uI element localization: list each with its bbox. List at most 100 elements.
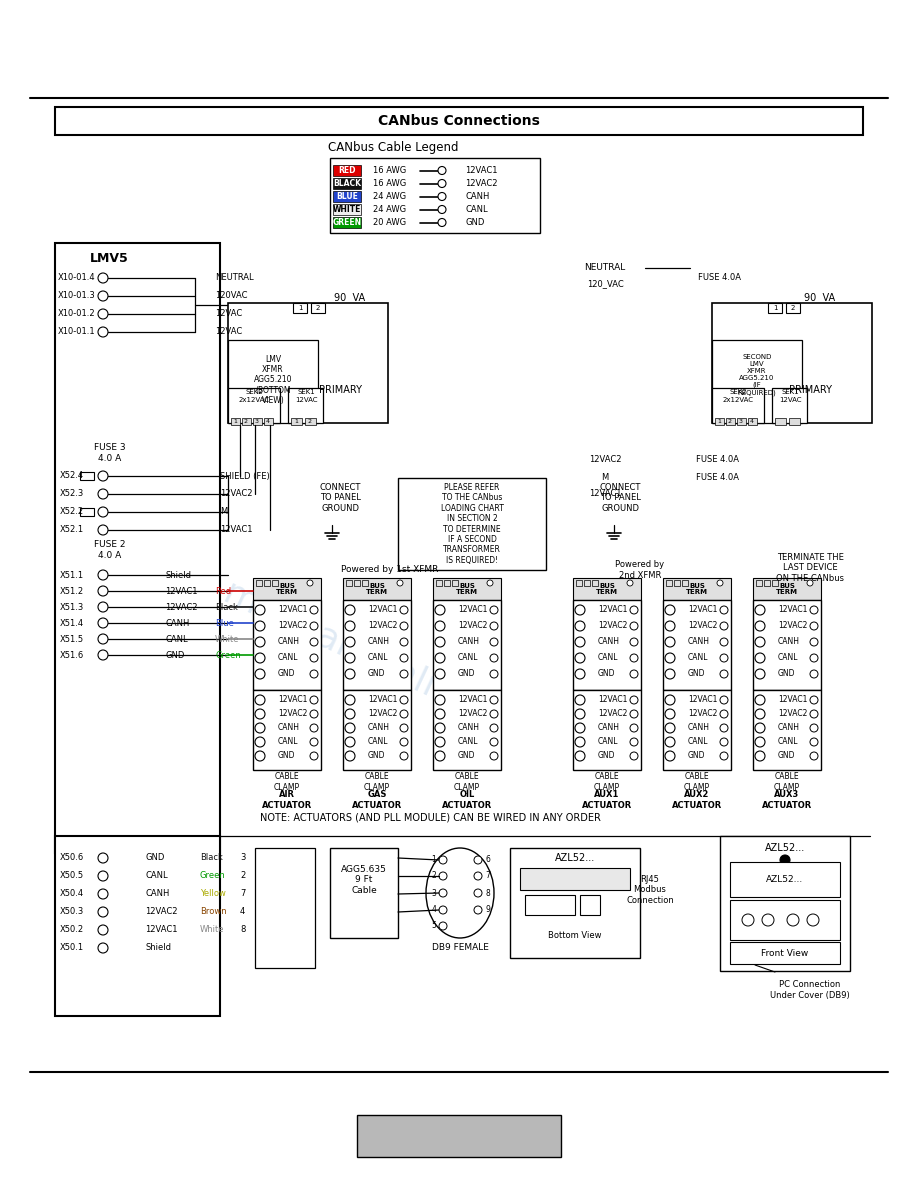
- Text: SEK2
2x12VAC: SEK2 2x12VAC: [239, 390, 270, 403]
- Text: 12VAC1: 12VAC1: [458, 606, 487, 614]
- Circle shape: [630, 738, 638, 746]
- Bar: [346, 580, 352, 586]
- Text: 2: 2: [240, 872, 245, 880]
- Bar: [362, 580, 368, 586]
- Bar: [333, 178, 361, 189]
- Bar: [293, 303, 307, 312]
- Text: CANH: CANH: [778, 723, 800, 733]
- Text: BUS
TERM: BUS TERM: [276, 582, 298, 595]
- Circle shape: [435, 709, 445, 719]
- Text: FUSE 4.0A: FUSE 4.0A: [697, 455, 740, 465]
- Circle shape: [490, 655, 498, 662]
- Text: 12VAC1: 12VAC1: [778, 695, 807, 704]
- Bar: [436, 580, 442, 586]
- Text: 12VAC1: 12VAC1: [598, 695, 627, 704]
- Circle shape: [438, 206, 446, 214]
- Text: 4: 4: [266, 419, 270, 424]
- Text: 12VAC1: 12VAC1: [368, 606, 397, 614]
- Text: X51.6: X51.6: [60, 651, 84, 659]
- Text: Yellow: Yellow: [200, 890, 226, 898]
- Text: CANH: CANH: [688, 638, 710, 646]
- Text: 12VAC: 12VAC: [215, 310, 242, 318]
- Circle shape: [345, 653, 355, 663]
- Circle shape: [810, 710, 818, 718]
- Bar: [444, 580, 450, 586]
- Circle shape: [435, 669, 445, 680]
- Text: CABLE
CLAMP: CABLE CLAMP: [274, 772, 300, 791]
- Text: GND: GND: [598, 752, 615, 760]
- Circle shape: [490, 606, 498, 614]
- Text: GND: GND: [688, 752, 706, 760]
- Bar: [228, 303, 388, 423]
- Circle shape: [575, 737, 585, 747]
- Circle shape: [98, 273, 108, 283]
- Circle shape: [575, 669, 585, 680]
- Bar: [333, 217, 361, 228]
- Text: 1: 1: [717, 419, 721, 424]
- Text: Shield: Shield: [145, 943, 171, 953]
- Circle shape: [665, 605, 675, 615]
- Text: OIL
ACTUATOR: OIL ACTUATOR: [442, 790, 492, 810]
- Bar: [253, 418, 262, 425]
- Circle shape: [665, 669, 675, 680]
- Text: manuals.online: manuals.online: [218, 576, 482, 723]
- Circle shape: [98, 570, 108, 580]
- Text: 2: 2: [431, 872, 436, 880]
- Bar: [663, 690, 731, 770]
- Bar: [573, 579, 641, 600]
- Circle shape: [720, 696, 728, 704]
- Circle shape: [255, 695, 265, 704]
- Circle shape: [400, 710, 408, 718]
- Text: 12VAC: 12VAC: [215, 328, 242, 336]
- Text: 12VAC2: 12VAC2: [778, 709, 807, 719]
- Text: GND: GND: [278, 752, 296, 760]
- Text: CANL: CANL: [688, 653, 709, 663]
- Circle shape: [98, 507, 108, 517]
- Bar: [753, 579, 821, 600]
- Circle shape: [490, 738, 498, 746]
- Text: 12VAC2: 12VAC2: [778, 621, 807, 631]
- Bar: [228, 340, 318, 423]
- Bar: [730, 862, 840, 897]
- Text: 120_VAC: 120_VAC: [587, 279, 623, 289]
- Circle shape: [345, 669, 355, 680]
- Text: 12VAC2: 12VAC2: [458, 709, 487, 719]
- Text: DB9 FEMALE: DB9 FEMALE: [431, 943, 488, 953]
- Circle shape: [98, 327, 108, 337]
- Text: 12VAC1: 12VAC1: [778, 606, 807, 614]
- Text: TERMINATE THE
LAST DEVICE
ON THE CANbus: TERMINATE THE LAST DEVICE ON THE CANbus: [776, 554, 844, 583]
- Bar: [712, 303, 872, 423]
- Text: CANL: CANL: [165, 634, 187, 644]
- Circle shape: [487, 580, 493, 586]
- Circle shape: [755, 605, 765, 615]
- Circle shape: [474, 889, 482, 897]
- Circle shape: [755, 653, 765, 663]
- Circle shape: [98, 871, 108, 881]
- Circle shape: [435, 695, 445, 704]
- Circle shape: [630, 696, 638, 704]
- Bar: [80, 472, 94, 480]
- Circle shape: [810, 623, 818, 630]
- Circle shape: [310, 655, 318, 662]
- Text: X52.1: X52.1: [60, 525, 84, 535]
- Text: LMV5: LMV5: [90, 252, 129, 265]
- Text: CANL: CANL: [778, 653, 799, 663]
- Circle shape: [810, 606, 818, 614]
- Bar: [333, 204, 361, 215]
- Text: FUSE 2
4.0 A: FUSE 2 4.0 A: [95, 541, 126, 560]
- Circle shape: [98, 602, 108, 612]
- Circle shape: [400, 655, 408, 662]
- Text: FUSE 4.0A: FUSE 4.0A: [699, 273, 742, 283]
- Text: CABLE
CLAMP: CABLE CLAMP: [594, 772, 620, 791]
- Text: CANH: CANH: [688, 723, 710, 733]
- Circle shape: [310, 670, 318, 678]
- Bar: [330, 848, 398, 939]
- Circle shape: [307, 580, 313, 586]
- Text: GND: GND: [688, 670, 706, 678]
- Text: SECOND
LMV
XFMR
AGG5.210
(IF
REQUIRED): SECOND LMV XFMR AGG5.210 (IF REQUIRED): [738, 354, 777, 396]
- Text: BUS
TERM: BUS TERM: [596, 582, 618, 595]
- Text: 3: 3: [240, 853, 245, 862]
- Text: CABLE
CLAMP: CABLE CLAMP: [684, 772, 710, 791]
- Circle shape: [255, 723, 265, 733]
- Bar: [510, 848, 640, 958]
